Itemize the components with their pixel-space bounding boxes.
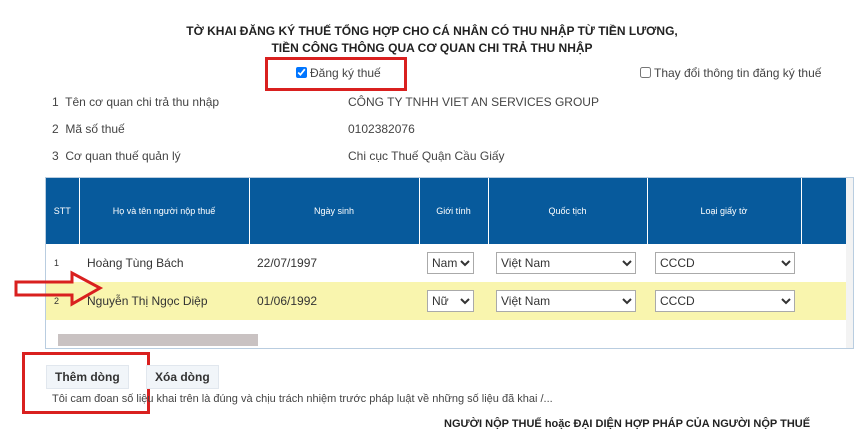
annotation-box	[265, 57, 407, 91]
register-label: Đăng ký thuế	[310, 66, 381, 80]
form-title-line1: TỜ KHAI ĐĂNG KÝ THUẾ TỔNG HỢP CHO CÁ NHÂ…	[186, 24, 678, 38]
nationality-select[interactable]: Việt Nam	[496, 290, 636, 312]
form-title-line2: TIỀN CÔNG THÔNG QUA CƠ QUAN CHI TRẢ THU …	[271, 41, 593, 55]
table-row-highlighted: 2 Nguyễn Thị Ngọc Diệp 01/06/1992 Nữ Việ…	[46, 282, 846, 320]
info-value: Chi cục Thuế Quận Cầu Giấy	[348, 149, 505, 163]
info-value: CÔNG TY TNHH VIET AN SERVICES GROUP	[348, 95, 599, 109]
info-row: 1 Tên cơ quan chi trả thu nhập	[52, 95, 220, 109]
change-info-label: Thay đổi thông tin đăng ký thuế	[654, 66, 822, 80]
info-row: 2 Mã số thuế	[52, 122, 125, 136]
horizontal-scrollbar[interactable]	[58, 334, 258, 346]
vertical-scrollbar[interactable]	[846, 178, 853, 348]
add-row-button[interactable]: Thêm dòng	[46, 365, 129, 389]
delete-row-button[interactable]: Xóa dòng	[146, 365, 219, 389]
header-doc-type: Loại giấy tờ	[647, 178, 802, 244]
doc-type-select[interactable]: CCCD	[655, 252, 795, 274]
cell-name: Hoàng Tùng Bách	[87, 256, 184, 270]
table-row: 1 Hoàng Tùng Bách 22/07/1997 Nam Việt Na…	[46, 244, 846, 282]
header-name: Họ và tên người nộp thuế	[79, 178, 250, 244]
gender-select[interactable]: Nữ	[427, 290, 474, 312]
info-value: 0102382076	[348, 122, 415, 136]
register-checkbox[interactable]: Đăng ký thuế	[296, 66, 381, 80]
doc-type-select[interactable]: CCCD	[655, 290, 795, 312]
taxpayer-table-container: STT Họ và tên người nộp thuế Ngày sinh G…	[45, 177, 854, 349]
header-extra	[801, 178, 847, 244]
cell-stt: 1	[54, 258, 60, 268]
gender-select[interactable]: Nam	[427, 252, 474, 274]
taxpayer-table: STT Họ và tên người nộp thuế Ngày sinh G…	[46, 178, 847, 320]
cell-dob: 01/06/1992	[249, 282, 419, 320]
cell-dob: 22/07/1997	[257, 256, 318, 270]
change-info-checkbox[interactable]: Thay đổi thông tin đăng ký thuế	[640, 66, 821, 80]
signature-label: NGƯỜI NỘP THUẾ hoặc ĐẠI DIỆN HỢP PHÁP CỦ…	[444, 418, 811, 430]
header-stt: STT	[46, 178, 80, 244]
nationality-select[interactable]: Việt Nam	[496, 252, 636, 274]
header-dob: Ngày sinh	[249, 178, 420, 244]
header-gender: Giới tính	[419, 178, 489, 244]
cell-name: Nguyễn Thị Ngọc Diệp	[79, 282, 249, 320]
header-nationality: Quốc tịch	[488, 178, 648, 244]
declaration-text: Tôi cam đoan số liệu khai trên là đúng v…	[52, 393, 553, 405]
arrow-annotation-icon	[14, 270, 104, 307]
info-row: 3 Cơ quan thuế quản lý	[52, 149, 181, 163]
